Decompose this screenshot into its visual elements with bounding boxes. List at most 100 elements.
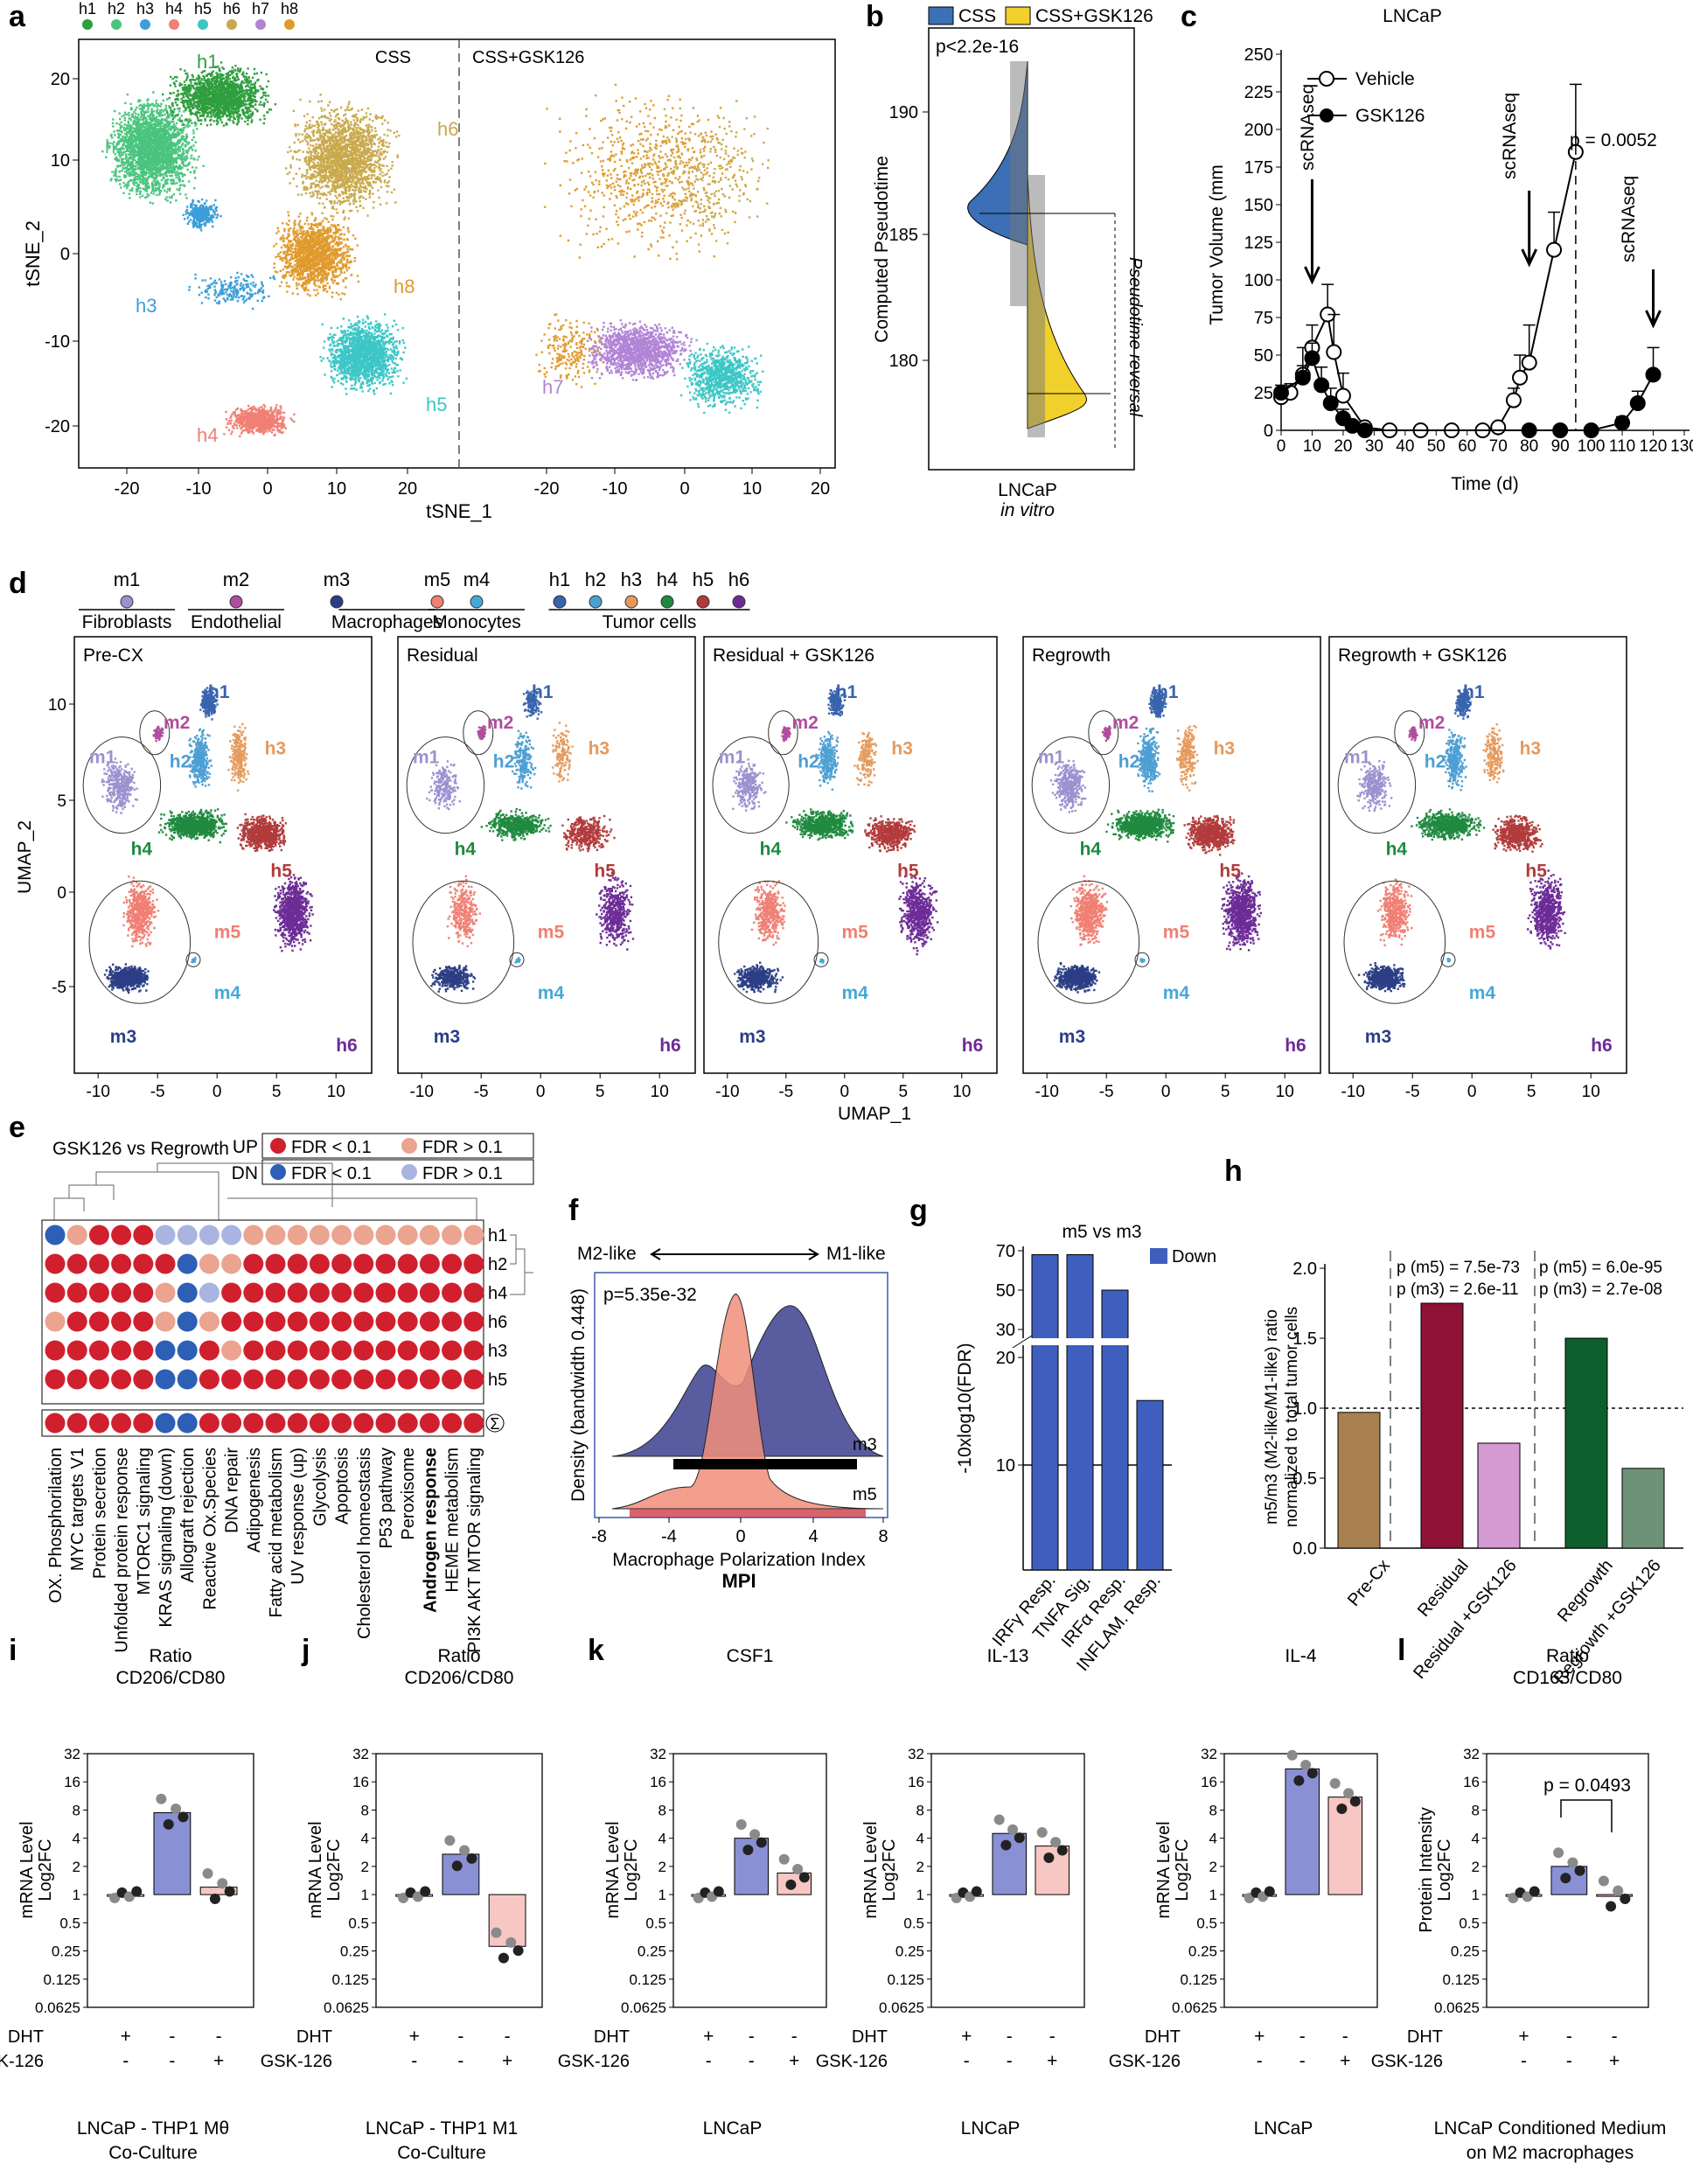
umap-m1 [426, 760, 461, 811]
heatmap-cell [111, 1225, 132, 1246]
bar-l-pvalue: p = 0.0493 [1543, 1776, 1631, 1796]
heatmap-cell [243, 1253, 264, 1274]
bar-gsk-sign: - [964, 2051, 970, 2071]
bar-point [491, 1927, 502, 1938]
umap-legend-dot-m2 [229, 595, 243, 609]
bar-1 [1285, 1768, 1320, 1895]
bar-point [1329, 1777, 1341, 1789]
heatmap-cell [287, 1311, 308, 1332]
heatmap-row-dendrogram [510, 1234, 533, 1295]
bar-ytick-label: 1 [73, 1887, 80, 1903]
bar-gsk-sign: - [1566, 2051, 1572, 2071]
bar-gsk-label: GSK-126 [261, 2052, 332, 2071]
tsne-cluster-label-h7: h7 [542, 376, 563, 398]
heatmap-pathway-9: Adipogenesis [245, 1448, 264, 1553]
umap-label-h6: h6 [1591, 1036, 1613, 1056]
bar-ytick-label: 2 [73, 1859, 80, 1875]
heatmap-cell [199, 1369, 219, 1390]
heatmap-row-label-h1: h1 [488, 1226, 507, 1246]
heatmap-sum-cell [45, 1413, 66, 1434]
bar-ytick-label: 1 [361, 1887, 369, 1903]
heatmap-cell [397, 1282, 418, 1303]
panel-letter-a: a [9, 0, 26, 33]
umap-h5 [561, 814, 616, 853]
umap-h6 [1221, 872, 1262, 952]
bar-point [1567, 1857, 1578, 1868]
heatmap-cell [331, 1340, 352, 1361]
heatmap-cell [111, 1311, 132, 1332]
umap-legend-h3: h3 [621, 569, 642, 590]
umap-label-h6: h6 [659, 1036, 681, 1056]
umap-m5 [1376, 878, 1413, 946]
heatmap-cell [66, 1369, 87, 1390]
tumor-annot-scrnaseq-2: scRNAseq [1500, 93, 1520, 179]
bar-dht-sign: - [1299, 2027, 1306, 2047]
tumor-xtick-label: 110 [1609, 437, 1635, 456]
bar-point [412, 1891, 423, 1902]
bar-2 [488, 1894, 526, 1947]
heatmap-cell [265, 1311, 286, 1332]
umap-xtick-label: 0 [840, 1083, 850, 1101]
heatmap-legend-dot-ns-0 [401, 1138, 417, 1154]
bar-point [1000, 1839, 1012, 1851]
umap-label-h3: h3 [1214, 739, 1236, 759]
bar-dht-sign: + [961, 2027, 972, 2047]
umap-h2 [1443, 729, 1467, 792]
tsne-legend-h3: h3 [136, 0, 154, 17]
ratio-bar [1477, 1442, 1521, 1549]
tumor-point-GSK126 [1583, 422, 1599, 438]
fdr-legend-box [1150, 1248, 1167, 1264]
pseudotime-legend-css: CSS [958, 6, 996, 26]
heatmap-cell [45, 1225, 66, 1246]
heatmap-cell [442, 1311, 463, 1332]
bar-title2: CD163/CD80 [1513, 1668, 1622, 1688]
umap-m3 [103, 963, 150, 994]
tsne-right-h6 [615, 100, 770, 246]
bar-ytick-label: 0.5 [1459, 1915, 1480, 1931]
heatmap-cell [309, 1225, 330, 1246]
heatmap-pathway-16: Peroxisome [399, 1448, 418, 1540]
umap-outline-macro [1037, 880, 1140, 1004]
umap-label-h2: h2 [493, 752, 515, 772]
bar-dht-sign: - [216, 2027, 222, 2047]
umap-label-h4: h4 [1386, 840, 1408, 860]
umap-h3 [853, 731, 877, 786]
density-arrow [650, 1248, 819, 1260]
heatmap-cell [353, 1311, 374, 1332]
density-xtick-label: 8 [878, 1527, 888, 1546]
bar-gsk-sign: + [213, 2051, 224, 2071]
bar-point [742, 1845, 754, 1856]
fdr-ytick-label: 10 [996, 1456, 1015, 1476]
heatmap-frame [41, 1219, 484, 1405]
bar-title1: Ratio [437, 1646, 480, 1666]
umap-m1 [1356, 760, 1393, 812]
umap-outline-m4 [509, 952, 525, 967]
umap-ytick-label: 0 [57, 884, 66, 903]
bar-ytick-label: 16 [908, 1774, 924, 1790]
bar-gsk-label: GSK-126 [0, 2052, 44, 2071]
bar-gsk-sign: - [411, 2051, 417, 2071]
bar-point [1349, 1796, 1361, 1807]
density-xlabel2: MPI [721, 1570, 756, 1592]
tumor-annot-scrnaseq-1: scRNAseq [1298, 84, 1318, 171]
umap-h6 [1527, 869, 1566, 950]
umap-label-m3: m3 [434, 1027, 460, 1047]
tumor-annot-arrow-2 [1521, 191, 1538, 268]
bar-ytick-label: 0.125 [43, 1971, 80, 1988]
tsne-cluster-label-h2: h2 [105, 136, 126, 157]
bar-point [778, 1853, 790, 1865]
umap-legend-dot-h2 [589, 595, 603, 609]
tsne-right-h5 [679, 338, 764, 415]
heatmap-col-dendrogram [53, 1162, 477, 1220]
ratio-ylabel2: normalized to total tumor cells [1283, 1307, 1301, 1527]
tumor-annot-scrnaseq-3: scRNAseq [1619, 176, 1639, 262]
umap-outline-m2 [768, 710, 798, 756]
fdr-legend: Down [1172, 1247, 1216, 1266]
tumor-point-GSK126 [1629, 395, 1646, 412]
tsne-right-h8b [535, 313, 604, 388]
tumor-xlabel: Time (d) [1451, 474, 1518, 494]
fdr-bar [1066, 1254, 1094, 1571]
heatmap-cell [419, 1340, 440, 1361]
umap-h1 [199, 687, 219, 721]
